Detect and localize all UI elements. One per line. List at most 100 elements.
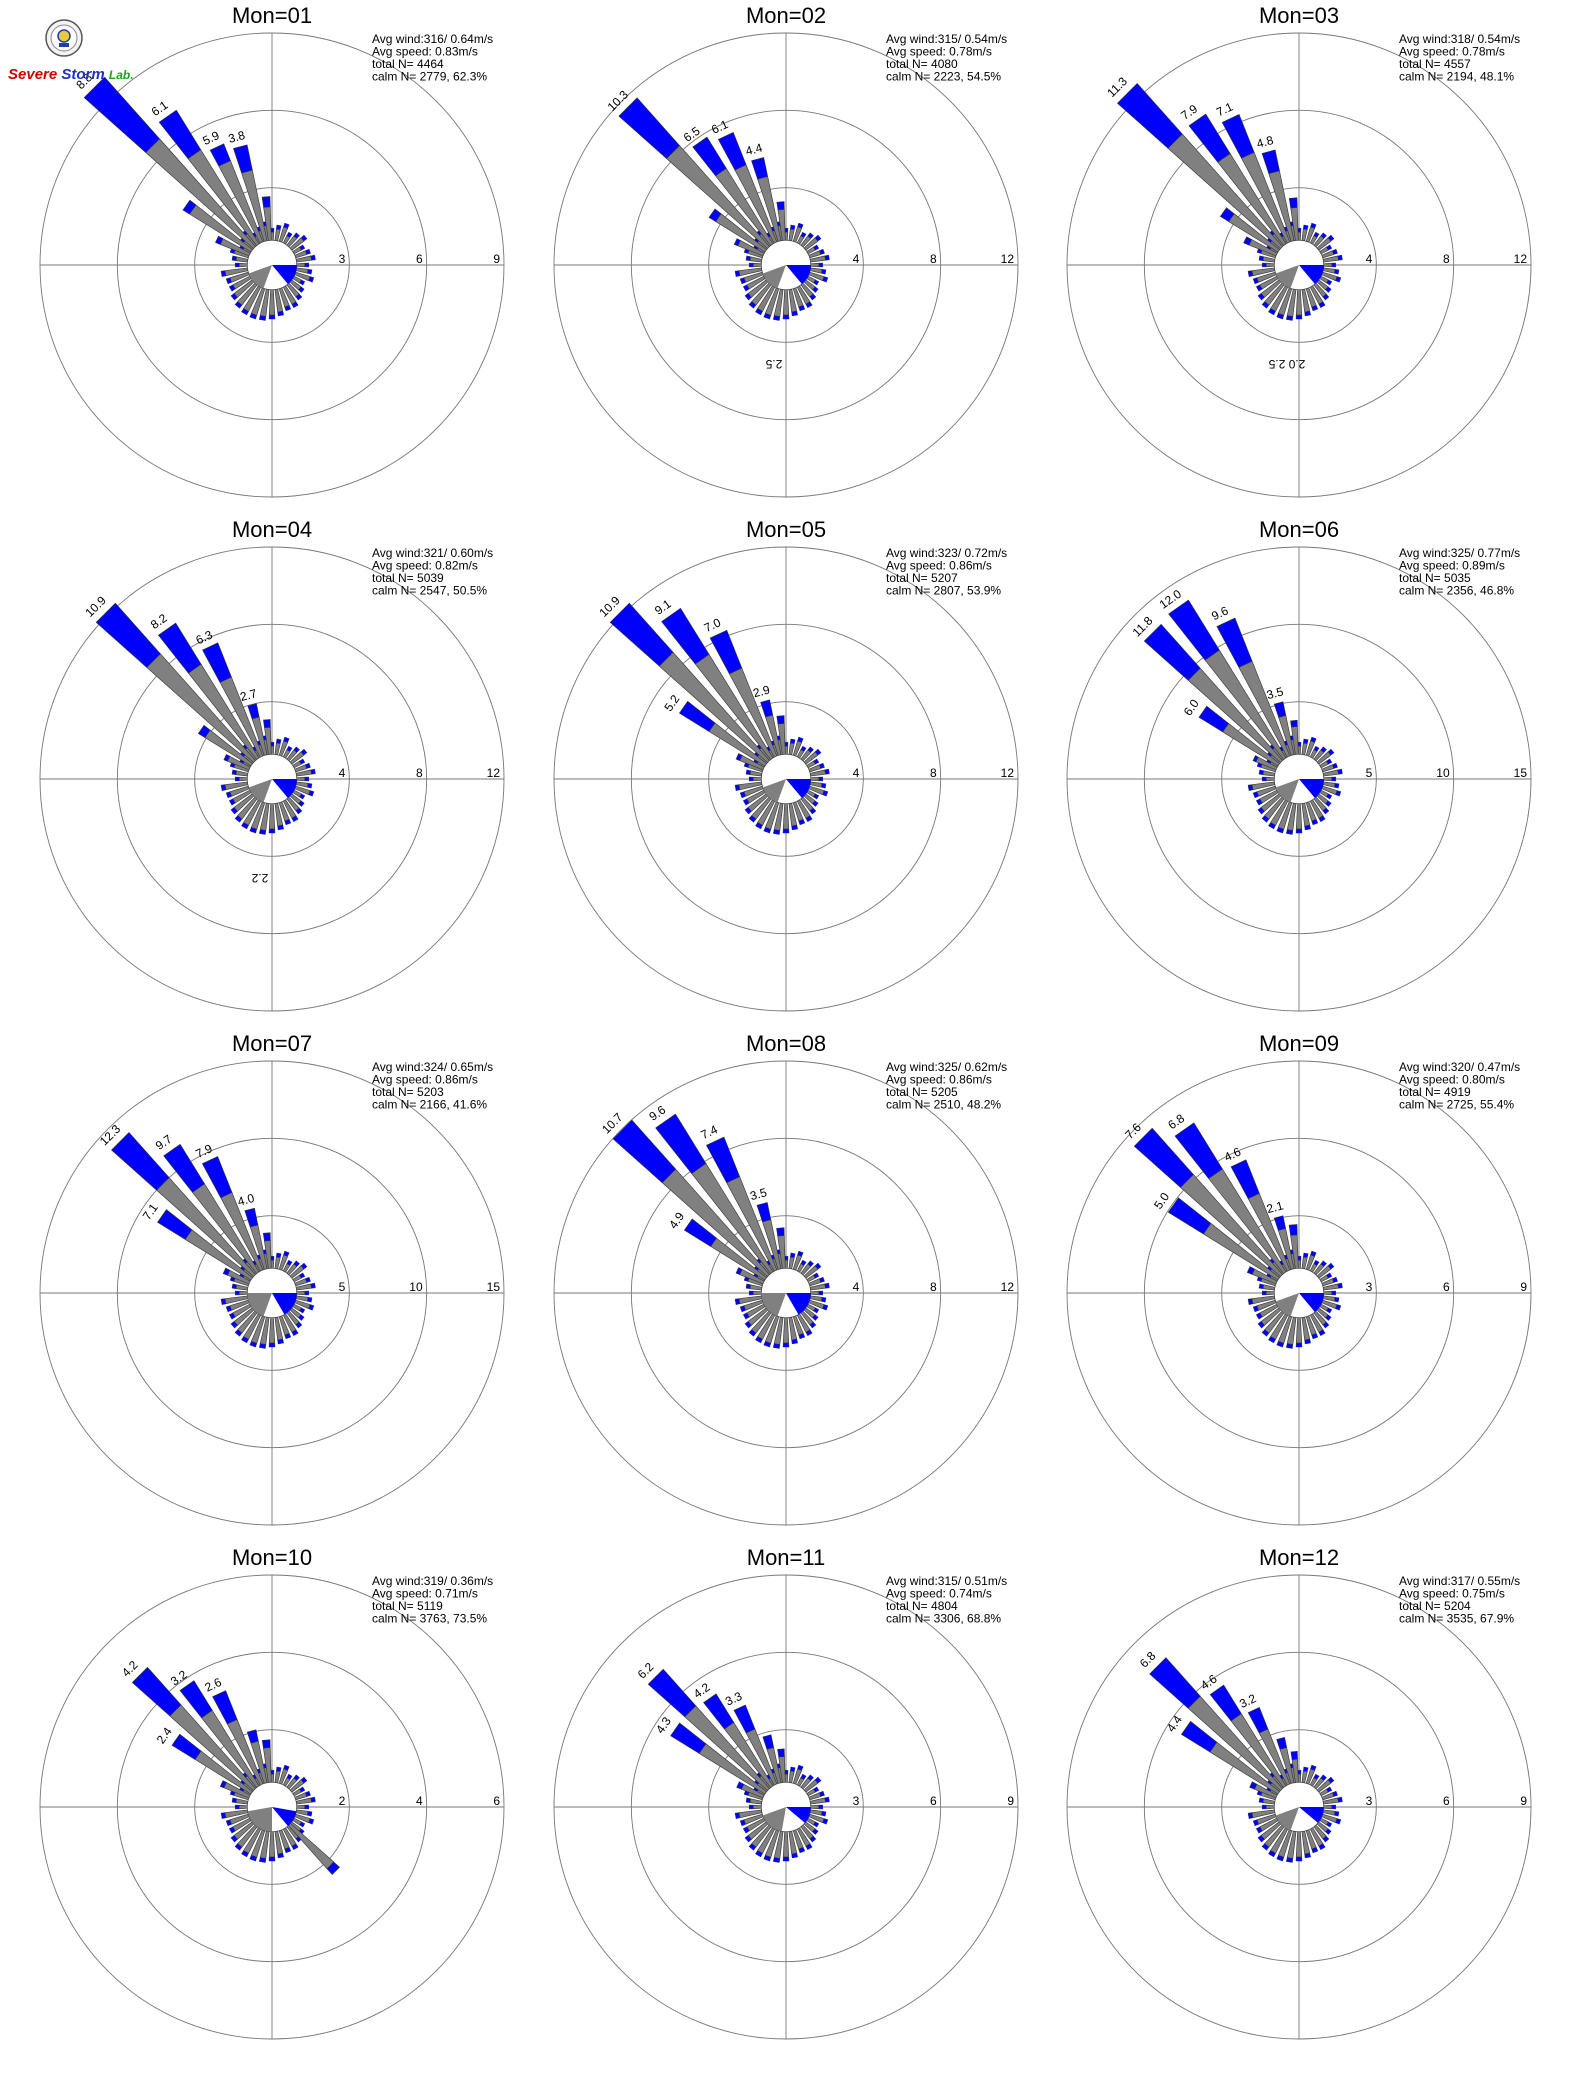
small-petal-tip [295, 807, 303, 815]
small-petal-tip [299, 1821, 306, 1828]
small-petal [295, 1295, 309, 1302]
petal-label: 4.6 [1222, 1144, 1243, 1164]
small-petal-tip [299, 1272, 306, 1279]
petal-blue [661, 607, 710, 665]
small-petal [1265, 262, 1275, 268]
small-petal [295, 1809, 309, 1816]
stats-line-4: calm N= 2223, 54.5% [886, 70, 1001, 84]
ring-label: 2 [339, 1794, 346, 1808]
petal-blue [777, 1748, 785, 1758]
small-petal [752, 1290, 762, 1296]
small-petal-tip [286, 1773, 293, 1780]
petal-blue [760, 699, 774, 718]
small-petal-tip [241, 308, 249, 316]
small-petal-tip [819, 1276, 825, 1283]
petal-blue [1273, 701, 1287, 718]
stats-line-2: Avg speed: 0.83m/s [372, 45, 478, 59]
small-petal [1323, 1290, 1333, 1296]
small-petal-tip [822, 790, 829, 797]
small-petal-tip [809, 1321, 817, 1329]
small-petal-tip [763, 1855, 772, 1862]
small-petal-tip [268, 1856, 276, 1862]
small-petal-tip [748, 1804, 754, 1810]
small-petal-tip [755, 822, 763, 830]
petal-label: 6.5 [681, 124, 703, 145]
stats-line-2: Avg speed: 0.75m/s [1399, 1587, 1505, 1601]
small-petal-tip [299, 758, 306, 765]
petal-blue [751, 157, 769, 180]
small-petal-tip [220, 270, 227, 277]
small-petal-tip [1252, 277, 1259, 285]
small-petal-tip [225, 1819, 232, 1827]
petal-label: 6.0 [1181, 696, 1202, 718]
ring-label: 6 [493, 1794, 500, 1808]
small-petal-tip [739, 791, 746, 799]
ring-label: 15 [487, 1280, 501, 1294]
small-petal [274, 228, 281, 242]
calm-wedge-gray [762, 779, 786, 803]
stats-line-2: Avg speed: 0.86m/s [886, 559, 992, 573]
small-petal [296, 776, 306, 782]
small-petal [809, 1809, 823, 1816]
small-petal-tip [241, 1850, 249, 1858]
small-petal-tip [1295, 1856, 1303, 1862]
petal-blue [1290, 719, 1298, 728]
small-petal [809, 1295, 823, 1302]
ring-label: 3 [1366, 1280, 1373, 1294]
small-petal-tip [807, 1774, 814, 1781]
small-petal-tip [234, 815, 243, 823]
petal-blue [326, 1861, 340, 1875]
ring-label: 9 [1007, 1794, 1014, 1808]
small-petal [268, 803, 276, 830]
ring-label: 4 [853, 766, 860, 780]
petal-blue [261, 1739, 271, 1749]
small-petal-tip [1261, 1843, 1270, 1851]
small-petal-tip [299, 244, 306, 251]
panel-title: Mon=05 [746, 517, 826, 542]
small-petal-tip [291, 815, 299, 823]
petal-label: 3.2 [1237, 1691, 1258, 1711]
small-petal-tip [234, 262, 240, 268]
small-petal-tip [1258, 1797, 1264, 1803]
ring-label: 8 [416, 766, 423, 780]
small-petal-tip [307, 269, 313, 275]
petal-blue [263, 719, 271, 729]
small-petal-tip [241, 1336, 249, 1344]
petal-blue [215, 235, 224, 245]
petal-blue [670, 1722, 707, 1754]
small-petal-tip [1261, 1290, 1267, 1296]
small-petal-tip [809, 1835, 817, 1843]
stats-line-4: calm N= 2807, 53.9% [886, 584, 1001, 598]
petal-blue [246, 1729, 259, 1744]
panel-title: Mon=06 [1259, 517, 1339, 542]
small-petal-tip [284, 305, 292, 312]
petal-label: 2.4 [154, 1724, 175, 1746]
small-petal-tip [1268, 822, 1276, 830]
small-petal-tip [1247, 1812, 1254, 1819]
petal-label-south: 2.5 [765, 357, 782, 371]
petal-blue [197, 724, 211, 738]
small-petal-tip [1268, 1850, 1276, 1858]
stats-line-2: Avg speed: 0.78m/s [1399, 45, 1505, 59]
petal-blue [212, 1690, 238, 1725]
petal-blue [1247, 1706, 1269, 1734]
small-petal [1301, 1256, 1308, 1270]
small-petal [268, 1831, 276, 1858]
petal-blue [1276, 1736, 1288, 1750]
small-petal [752, 262, 762, 268]
small-petal-tip [1285, 1857, 1294, 1863]
small-petal-tip [1337, 1796, 1343, 1803]
calm-wedge-blue [272, 1293, 297, 1315]
small-petal-tip [291, 1843, 299, 1851]
small-petal [1301, 1770, 1308, 1784]
small-petal-tip [748, 301, 757, 309]
small-petal-tip [234, 1804, 240, 1810]
calm-wedge-gray [1275, 1293, 1299, 1317]
calm-wedge-blue [272, 265, 297, 284]
petal-blue [647, 1668, 697, 1718]
small-petal-tip [742, 1312, 750, 1320]
calm-wedge-blue [272, 779, 297, 798]
small-petal-tip [1318, 1329, 1326, 1337]
